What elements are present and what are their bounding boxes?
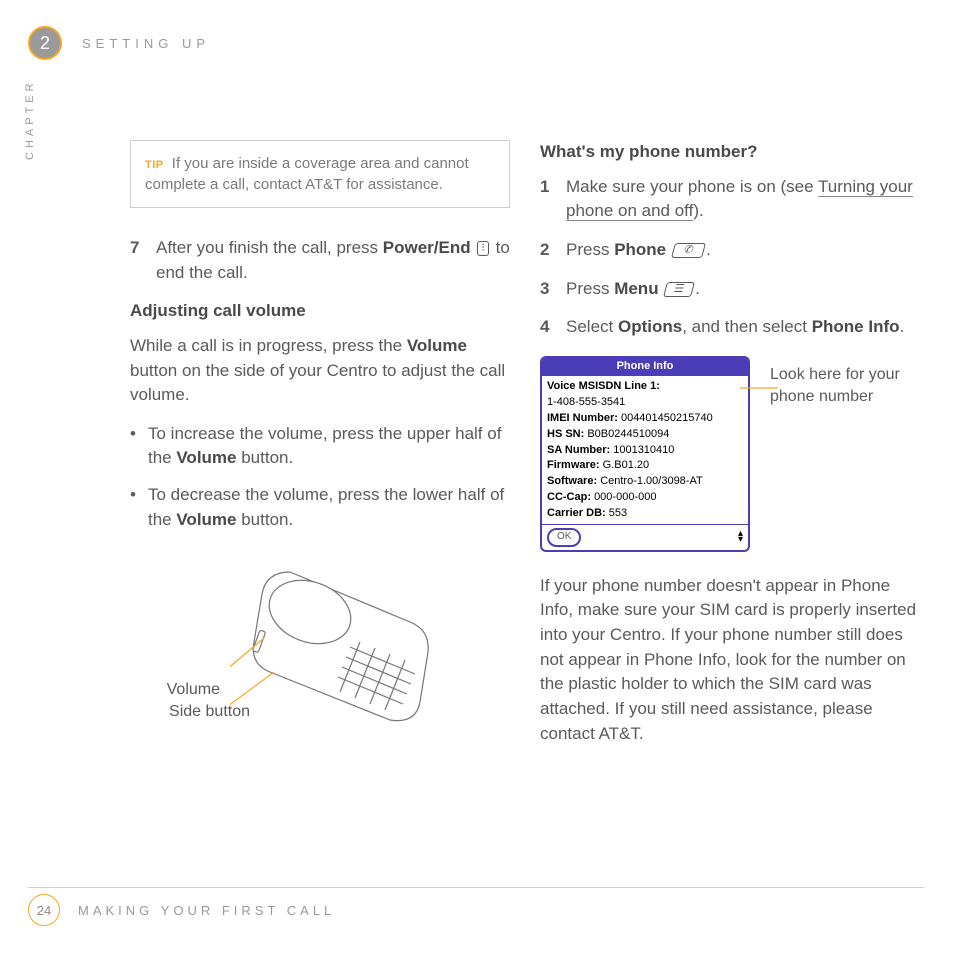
phone-info-label: Firmware: [547,459,603,471]
header-section-title: SETTING UP [82,36,210,51]
page-number-badge: 24 [28,894,60,926]
ok-button[interactable]: OK [547,528,581,547]
power-end-icon: ⁝ [477,241,489,256]
step-4: 4 Select Options, and then select Phone … [540,315,920,340]
phone-info-value: 1-408-555-3541 [547,396,625,408]
phone-info-value: B0B0244510094 [587,428,669,440]
bullet-decrease: To decrease the volume, press the lower … [130,483,510,532]
callout-side-button-label: Side button [150,702,250,723]
phone-info-label: Voice MSISDN Line 1: [547,380,660,392]
phone-info-row: Voice MSISDN Line 1: [547,379,743,395]
step-number: 3 [540,277,566,302]
step-number: 2 [540,238,566,263]
phone-illustration: Volume Side button [150,552,510,762]
tip-label: TIP [145,159,164,171]
phone-info-body: Voice MSISDN Line 1: 1-408-555-3541 IMEI … [542,376,748,524]
phone-info-label: SA Number: [547,444,613,456]
phone-info-footer: OK ▴▾ [542,524,748,550]
phone-info-row: IMEI Number: 004401450215740 [547,411,743,427]
footer-title: MAKING YOUR FIRST CALL [78,903,335,918]
phone-drawing [230,552,490,752]
phone-info-dialog: Phone Info Voice MSISDN Line 1: 1-408-55… [540,356,750,552]
chapter-side-label: CHAPTER [24,79,36,160]
volume-intro: While a call is in progress, press the V… [130,334,510,408]
step-text: Press Phone ✆. [566,238,920,263]
step-text: Make sure your phone is on (see Turning … [566,175,920,224]
phone-info-value: 000-000-000 [594,491,656,503]
phone-info-row: SA Number: 1001310410 [547,443,743,459]
phone-info-value: G.B01.20 [603,459,649,471]
subhead-adjusting-volume: Adjusting call volume [130,299,510,324]
step-number: 7 [130,236,156,285]
phone-info-row: Software: Centro-1.00/3098-AT [547,474,743,490]
phone-info-value: 1001310410 [613,444,674,456]
phone-info-label: IMEI Number: [547,412,621,424]
step-7: 7 After you finish the call, press Power… [130,236,510,285]
step-text: Press Menu ☰. [566,277,920,302]
phone-info-row: Carrier DB: 553 [547,506,743,522]
step-number: 1 [540,175,566,224]
tip-box: TIP If you are inside a coverage area an… [130,140,510,208]
left-column: TIP If you are inside a coverage area an… [130,140,510,762]
phone-info-row: Firmware: G.B01.20 [547,458,743,474]
phone-info-row: HS SN: B0B0244510094 [547,427,743,443]
step-1: 1 Make sure your phone is on (see Turnin… [540,175,920,224]
phone-info-value: 004401450215740 [621,412,713,424]
phone-info-label: CC-Cap: [547,491,594,503]
menu-icon: ☰ [663,282,695,297]
phone-info-label: Carrier DB: [547,507,609,519]
phone-info-value: 553 [609,507,627,519]
step-text: Select Options, and then select Phone In… [566,315,920,340]
phone-info-row: CC-Cap: 000-000-000 [547,490,743,506]
phone-info-title: Phone Info [542,358,748,376]
step-number: 4 [540,315,566,340]
phone-info-value: Centro-1.00/3098-AT [600,475,703,487]
phone-info-label: Software: [547,475,600,487]
callout-line [740,380,780,420]
phone-info-label: HS SN: [547,428,587,440]
step-2: 2 Press Phone ✆. [540,238,920,263]
phone-icon: ✆ [671,243,706,258]
scroll-arrows-icon: ▴▾ [738,531,743,543]
step-3: 3 Press Menu ☰. [540,277,920,302]
chapter-number: 2 [40,33,50,54]
footer-divider [28,887,924,888]
subhead-phone-number: What's my phone number? [540,140,920,165]
step-text: After you finish the call, press Power/E… [156,236,510,285]
right-column: What's my phone number? 1 Make sure your… [540,140,920,762]
callout-volume-label: Volume [150,680,220,701]
look-here-caption: Look here for your phone number [770,356,920,409]
page-number: 24 [37,903,51,918]
tip-text: If you are inside a coverage area and ca… [145,155,469,193]
chapter-number-badge: 2 [28,26,62,60]
phone-info-figure: Phone Info Voice MSISDN Line 1: 1-408-55… [540,356,920,552]
bullet-increase: To increase the volume, press the upper … [130,422,510,471]
phone-info-row: 1-408-555-3541 [547,395,743,411]
closing-paragraph: If your phone number doesn't appear in P… [540,574,920,746]
